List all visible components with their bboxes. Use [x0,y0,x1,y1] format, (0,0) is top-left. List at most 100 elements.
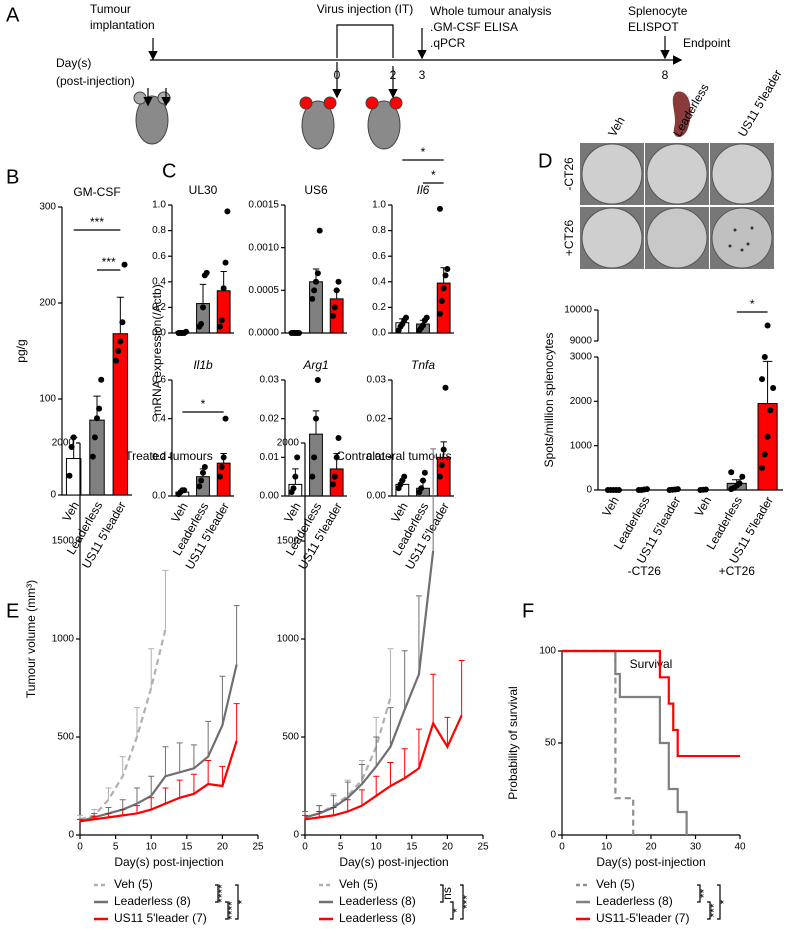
y-tick-label: 9000 [570,336,593,347]
x-tick-label: 30 [690,842,702,853]
data-point [770,385,777,392]
data-point [764,322,771,329]
error-bar [387,707,394,747]
error-bar [148,797,155,810]
data-point [70,434,77,441]
error-bar [415,728,422,769]
x-axis-label: Day(s) post-injection [339,855,448,869]
timeline: Tumour implantation Virus injection (IT)… [56,2,731,150]
data-point [309,295,316,302]
y-tick-label: 0.0010 [248,242,279,253]
data-point [96,405,103,412]
error-bar [387,761,394,786]
data-point [181,487,188,494]
timeline-label: Virus injection (IT) [317,2,413,16]
data-point [68,444,75,450]
y-tick-label: 0 [50,490,56,501]
significance-bracket [707,901,711,920]
data-point [220,454,227,461]
significance-label: * [450,908,464,913]
error-bar [176,779,183,798]
row-label: +CT26 [562,220,576,257]
data-point [420,477,426,484]
y-tick-label: 0.0000 [248,328,279,339]
legend-label: Veh (5) [114,877,153,891]
y-tick-label: 0.0 [152,328,166,339]
error-bar [762,360,773,404]
chart-title: Il6 [417,183,430,197]
error-bar [133,707,140,737]
data-point [314,377,321,383]
legend-label: Veh (5) [339,877,378,891]
y-tick-label: 50 [545,738,557,749]
x-tick-label: 0 [302,842,308,853]
significance-label: *** [460,895,474,909]
data-point [313,278,319,285]
data-point [121,261,128,268]
significance-label: * [431,168,436,182]
significance-bracket [440,884,444,903]
bracket [336,24,394,58]
y-tick-label: 200 [39,298,56,309]
y-axis-label: mRNA expression(/Actb) [150,284,164,415]
error-bar [430,448,437,551]
x-tick-label: 0 [559,842,565,853]
y-tick-label: 0 [68,830,74,841]
significance-label: *** [102,255,116,269]
data-point [222,259,229,266]
significance-bracket [460,884,464,920]
chart-title: US6 [304,183,328,197]
x-tick-label: 5 [113,842,119,853]
data-point [115,348,122,354]
panel-label: F [522,600,534,622]
y-tick-label: 100 [539,646,556,657]
series-line [562,649,635,835]
data-point [294,454,301,461]
y-tick-label: 0.03 [260,375,280,386]
x-tick-label: 20 [217,842,229,853]
data-point [329,312,336,319]
x-tick-label: 15 [181,842,193,853]
panel-label: D [538,150,552,172]
data-point [438,298,445,304]
panel-label: C [162,160,176,182]
data-point [420,322,426,329]
error-bar [401,748,408,779]
well [710,143,774,205]
x-tick-label: 20 [645,842,657,853]
y-axis-label: pg/g [14,339,28,362]
day-label: 8 [662,68,669,82]
timeline-label: (post-injection) [56,74,135,88]
column-label: US11 5'leader [735,67,785,139]
data-point [401,473,408,480]
error-bar [105,787,112,800]
well [645,207,709,269]
error-bar [190,773,197,794]
data-point [89,453,96,460]
data-point [761,354,768,360]
y-tick-label: 0.2 [152,302,166,313]
series-line [304,550,435,819]
timeline-label: Tumour [90,2,131,16]
data-point [442,384,449,391]
error-bar [148,775,155,796]
data-point [442,272,449,279]
chart-title: Survival [630,657,673,671]
mouse [365,66,403,150]
data-point [218,464,225,470]
y-tick-label: 1500 [277,536,300,547]
elispot-images: Veh Leaderless US11 5'leader -CT26 +CT26 [562,67,785,269]
data-point [198,321,205,328]
error-bar [444,716,451,747]
data-point [66,472,73,479]
data-point [759,464,766,471]
x-tick-label: 5 [338,842,344,853]
column-label: Veh [605,114,627,139]
error-bar [119,799,126,810]
x-tick-label: 10 [146,842,158,853]
data-point [91,434,98,441]
y-tick-label: 0.01 [260,452,280,463]
data-point [200,469,206,476]
y-tick-label: 0.6 [152,375,166,386]
